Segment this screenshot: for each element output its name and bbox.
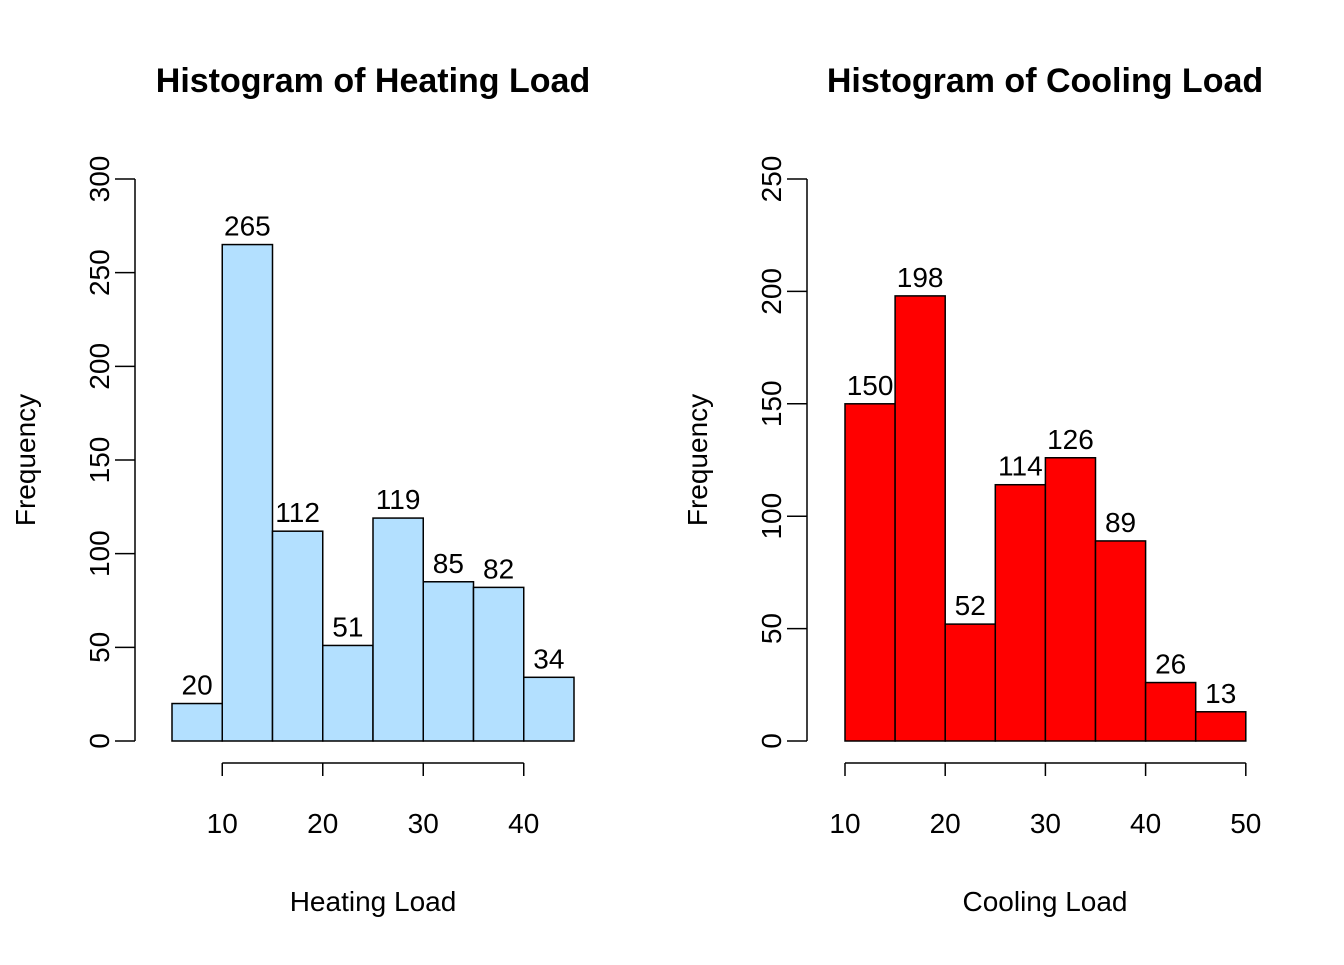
bar-count-label: 13	[1205, 678, 1236, 709]
x-tick-label: 50	[1230, 808, 1261, 839]
chart-title: Histogram of Cooling Load	[827, 62, 1263, 100]
y-tick-label: 100	[84, 530, 115, 577]
y-axis-label: Frequency	[10, 394, 41, 526]
bar-count-label: 26	[1155, 649, 1186, 680]
x-tick-label: 20	[930, 808, 961, 839]
histogram-bar	[422, 581, 475, 742]
histogram-bar	[472, 586, 525, 742]
bar-count-label: 114	[998, 451, 1043, 482]
histogram-bar	[1044, 457, 1097, 742]
y-tick-label: 50	[84, 632, 115, 663]
x-tick-label: 40	[508, 808, 539, 839]
y-tick-label: 300	[84, 156, 115, 203]
histogram-bar	[221, 243, 274, 742]
y-tick-label: 150	[84, 437, 115, 484]
histogram-bar	[944, 623, 997, 742]
x-tick-label: 40	[1130, 808, 1161, 839]
y-tick-label: 150	[756, 380, 787, 427]
y-tick-label: 0	[756, 733, 787, 749]
histogram-bar	[171, 702, 223, 742]
histogram-bar	[372, 517, 424, 742]
heating-load-histogram: Histogram of Heating Load Heating Load F…	[10, 62, 590, 917]
histogram-bar	[1144, 681, 1197, 742]
bar-count-label: 150	[847, 370, 894, 401]
y-tick-label: 50	[756, 613, 787, 644]
bar-count-label: 85	[433, 548, 464, 579]
x-tick-label: 10	[207, 808, 238, 839]
x-tick-label: 10	[829, 808, 860, 839]
histogram-bar	[322, 644, 374, 742]
cooling-load-histogram: Histogram of Cooling Load Cooling Load F…	[682, 62, 1263, 917]
histogram-bar	[894, 295, 946, 742]
y-tick-label: 200	[756, 268, 787, 315]
x-axis-label: Heating Load	[290, 886, 457, 917]
bar-count-label: 265	[224, 211, 271, 242]
y-tick-label: 200	[84, 343, 115, 390]
histogram-bar	[994, 483, 1047, 742]
bar-count-label: 34	[533, 643, 564, 674]
bar-count-label: 20	[182, 670, 213, 701]
bar-count-label: 198	[897, 262, 944, 293]
y-tick-label: 250	[84, 249, 115, 296]
x-tick-label: 30	[408, 808, 439, 839]
y-tick-label: 0	[84, 733, 115, 749]
histogram-bar	[1094, 540, 1147, 742]
x-tick-label: 30	[1030, 808, 1061, 839]
bar-count-label: 112	[275, 497, 320, 528]
y-tick-label: 250	[756, 156, 787, 203]
bar-count-label: 126	[1047, 424, 1094, 455]
x-axis-label: Cooling Load	[962, 886, 1127, 917]
histogram-bar	[523, 676, 575, 742]
histogram-bar	[844, 403, 896, 742]
bar-count-label: 82	[483, 553, 514, 584]
bar-count-label: 119	[376, 484, 421, 515]
bar-count-label: 51	[332, 611, 363, 642]
histogram-bar	[271, 530, 324, 742]
bar-count-label: 52	[955, 590, 986, 621]
y-axis-label: Frequency	[682, 394, 713, 526]
chart-title: Histogram of Heating Load	[156, 62, 590, 100]
bar-count-label: 89	[1105, 507, 1136, 538]
x-tick-label: 20	[307, 808, 338, 839]
histogram-bar	[1194, 711, 1247, 742]
y-tick-label: 100	[756, 493, 787, 540]
